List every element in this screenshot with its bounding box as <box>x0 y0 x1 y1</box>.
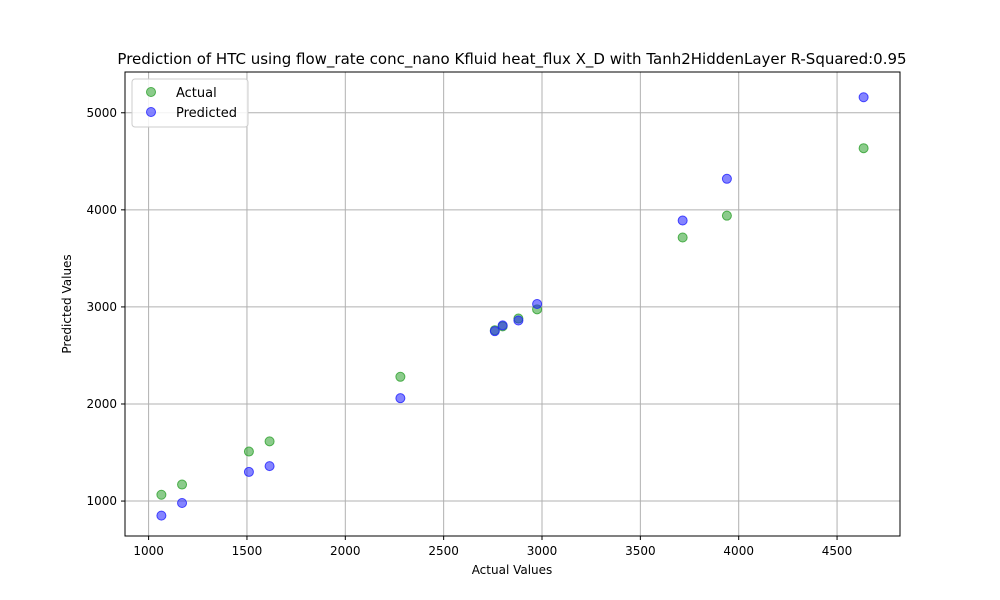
y-tick-label: 2000 <box>86 397 117 411</box>
predicted-point <box>858 92 869 103</box>
predicted-point <box>513 315 524 326</box>
x-tick-label: 2000 <box>330 544 361 558</box>
predicted-point <box>264 461 275 472</box>
legend-label-actual: Actual <box>176 86 217 101</box>
actual-point <box>677 232 688 243</box>
legend: Actual Predicted <box>131 78 249 128</box>
legend-marker-actual <box>146 87 156 97</box>
actual-point <box>721 210 732 221</box>
x-tick-label: 3500 <box>625 544 656 558</box>
predicted-point <box>177 497 188 508</box>
y-axis-label: Predicted Values <box>60 254 74 353</box>
y-tick-label: 3000 <box>86 300 117 314</box>
actual-point <box>264 436 275 447</box>
chart-title: Prediction of HTC using flow_rate conc_n… <box>117 50 906 69</box>
legend-marker-predicted <box>146 107 156 117</box>
predicted-point <box>489 326 500 337</box>
actual-point <box>177 479 188 490</box>
actual-point <box>858 143 869 154</box>
grid <box>125 72 900 536</box>
legend-label-predicted: Predicted <box>176 106 237 121</box>
y-tick-label: 1000 <box>86 494 117 508</box>
x-tick-label: 1500 <box>232 544 263 558</box>
axis-ticks: 1000 1500 2000 2500 3000 3500 4000 4500 1000 2000… <box>86 106 852 558</box>
predicted-point <box>243 466 254 477</box>
predicted-point <box>677 215 688 226</box>
predicted-point <box>395 393 406 404</box>
x-tick-label: 4000 <box>723 544 754 558</box>
actual-point <box>243 446 254 457</box>
y-tick-label: 4000 <box>86 203 117 217</box>
x-tick-label: 2500 <box>428 544 459 558</box>
predicted-point <box>156 510 167 521</box>
predicted-point <box>532 299 543 309</box>
actual-point <box>156 489 167 500</box>
x-tick-label: 4500 <box>822 544 853 558</box>
predicted-point <box>721 173 732 184</box>
data-points <box>156 92 869 521</box>
y-tick-label: 5000 <box>86 106 117 120</box>
actual-point <box>395 371 406 382</box>
plot-frame <box>124 71 901 537</box>
predicted-point <box>497 320 508 331</box>
x-tick-label: 1000 <box>133 544 164 558</box>
legend-box <box>131 78 249 128</box>
x-axis-label: Actual Values <box>472 563 553 577</box>
x-tick-label: 3000 <box>527 544 558 558</box>
